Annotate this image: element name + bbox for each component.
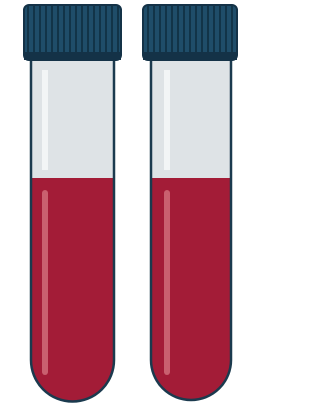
highlight	[42, 190, 48, 375]
blood	[28, 178, 118, 408]
illustration	[0, 0, 246, 412]
tube-contents	[148, 58, 236, 408]
highlight	[164, 190, 170, 375]
tube-cap	[143, 5, 237, 60]
tube-glass	[148, 58, 236, 180]
blood	[148, 178, 236, 408]
highlight	[42, 70, 48, 170]
tube	[24, 5, 121, 408]
tube-glass	[28, 58, 118, 180]
cap-rim	[24, 52, 121, 60]
tube-cap	[24, 5, 121, 60]
tube	[143, 5, 237, 408]
highlight	[164, 70, 170, 170]
tube-contents	[28, 58, 118, 408]
cap-rim	[143, 52, 237, 60]
